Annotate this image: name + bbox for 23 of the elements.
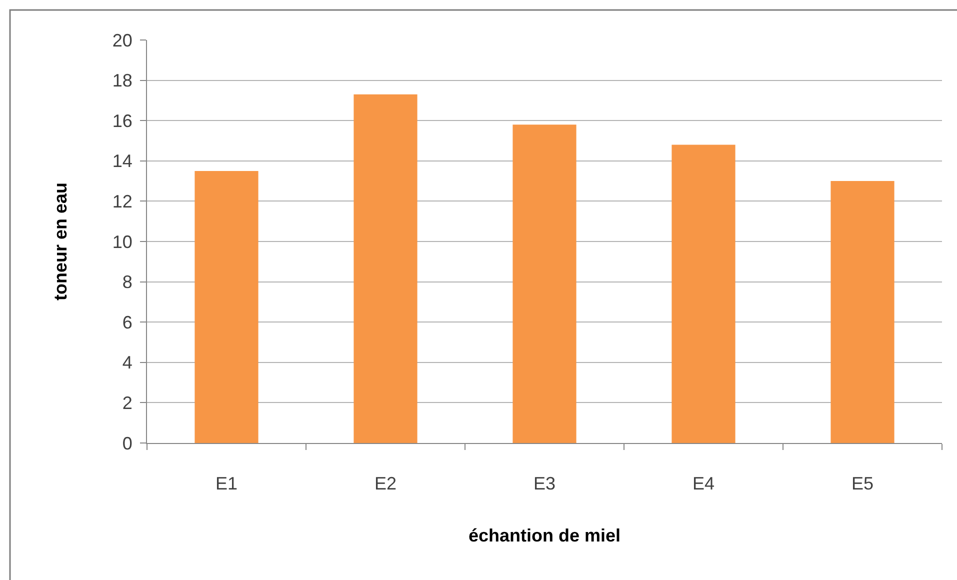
y-tick-label: 0 bbox=[122, 433, 132, 454]
y-tick-label: 8 bbox=[122, 272, 132, 292]
bar bbox=[354, 94, 418, 443]
bar bbox=[194, 170, 258, 443]
y-tick-label: 10 bbox=[112, 232, 132, 252]
y-tick-label: 4 bbox=[122, 352, 132, 373]
y-tick-label: 6 bbox=[122, 312, 132, 332]
y-tick-label: 2 bbox=[122, 393, 132, 413]
y-axis-title: toneur en eau bbox=[50, 182, 71, 301]
x-tick-label: E3 bbox=[533, 474, 556, 494]
x-tick-label: E5 bbox=[851, 474, 874, 494]
x-tick-label: E2 bbox=[374, 474, 397, 494]
bar bbox=[672, 144, 736, 443]
x-tick-label: E4 bbox=[692, 474, 715, 494]
bar bbox=[512, 124, 576, 443]
bar bbox=[830, 181, 894, 443]
y-tick-label: 12 bbox=[112, 192, 132, 212]
y-tick-label: 14 bbox=[112, 151, 132, 172]
x-axis-title: échantion de miel bbox=[468, 526, 621, 546]
x-tick-label: E1 bbox=[215, 474, 238, 494]
y-tick-label: 18 bbox=[112, 70, 132, 91]
y-tick-label: 20 bbox=[112, 30, 132, 50]
y-tick-label: 16 bbox=[112, 110, 132, 131]
